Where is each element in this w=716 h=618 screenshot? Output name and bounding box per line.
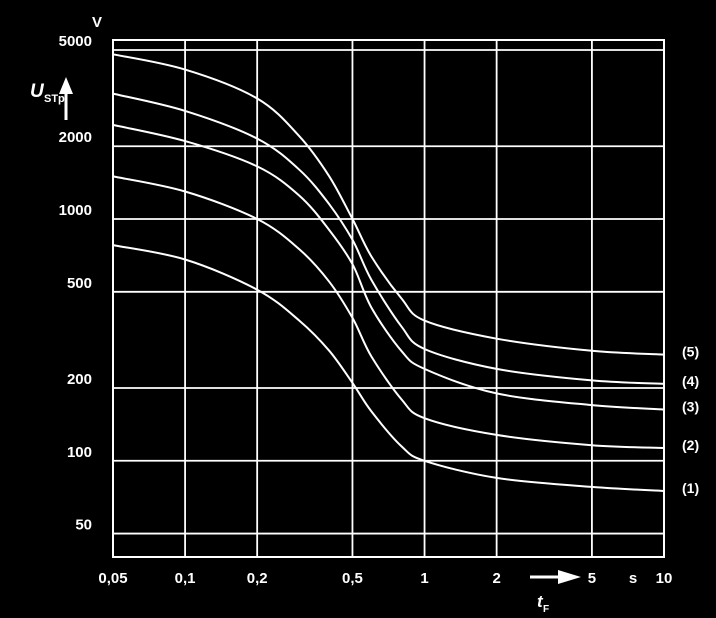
x-tick-label: 0,5 (342, 570, 363, 587)
y-tick-label: 100 (67, 444, 92, 461)
series-label: (3) (682, 398, 699, 414)
y-tick-label: 200 (67, 371, 92, 388)
y-arrow-icon (59, 77, 73, 120)
series-line (112, 244, 665, 492)
y-unit: V (92, 14, 102, 31)
x-subscript: F (543, 604, 549, 615)
y-symbol: U (30, 81, 45, 102)
y-tick-label: 500 (67, 275, 92, 292)
x-tick-label: 10 (656, 570, 673, 587)
y-tick-label: 1000 (59, 202, 92, 219)
x-tick-label: 0,05 (98, 570, 127, 587)
tick-labels: 0,05 0,1 0,2 0,5 1 2 5 10 50 100 200 500 1000 2000 500… (59, 33, 673, 587)
x-tick-label: 1 (420, 570, 428, 587)
x-tick-label: 5 (588, 570, 596, 587)
y-tick-label: 2000 (59, 129, 92, 146)
series-line (112, 123, 665, 411)
grid (112, 39, 665, 558)
series-label: (2) (682, 437, 699, 453)
curves (112, 53, 665, 492)
x-tick-label: 0,2 (247, 570, 268, 587)
series-label: (5) (682, 344, 699, 360)
y-tick-label: 50 (75, 517, 92, 534)
x-tick-label: 2 (492, 570, 500, 587)
curve-labels: (1) (2) (3) (4) (5) (682, 344, 699, 496)
y-subscript: STp (44, 93, 65, 105)
series-line (112, 53, 665, 356)
y-tick-label: 5000 (59, 33, 92, 50)
x-unit: s (629, 570, 637, 587)
x-tick-label: 0,1 (175, 570, 196, 587)
x-symbol: t (537, 592, 544, 611)
series-line (112, 175, 665, 449)
x-arrow-icon (530, 570, 581, 584)
series-line (112, 92, 665, 385)
series-label: (1) (682, 480, 699, 496)
series-label: (4) (682, 373, 699, 389)
